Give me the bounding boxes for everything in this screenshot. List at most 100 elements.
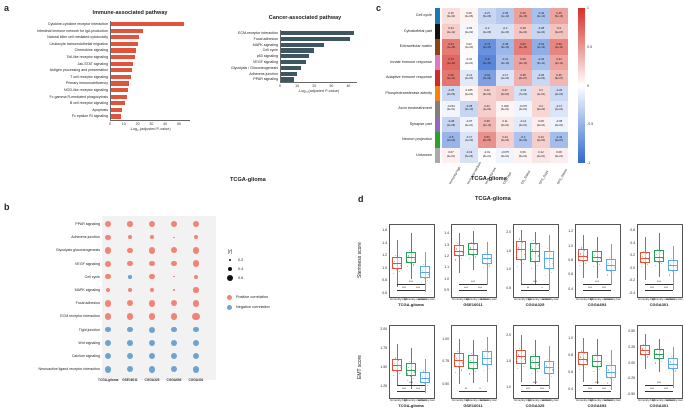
heatmap-cell: 0.24 (3e-03) (532, 132, 550, 148)
heatmap-cell-value: -0.48 (501, 41, 509, 46)
heatmap-cell-value: -0.05 (465, 26, 473, 30)
significance-bar (645, 391, 659, 392)
boxplot-point (657, 348, 659, 350)
heatmap-cell-value: -0.01 (483, 150, 491, 154)
cancer-bar (280, 48, 315, 53)
significance-bar (645, 284, 673, 285)
dot-mark (148, 365, 156, 373)
boxplot-y-tick: 1.0 (568, 335, 573, 340)
boxplot-point (463, 246, 465, 248)
boxplot-point (660, 250, 662, 252)
boxplot-point (463, 355, 465, 357)
boxplot-point (490, 260, 492, 262)
heatmap-cell: -0.19 (7e-02) (514, 85, 532, 101)
heatmap-cell-pvalue: (4e-02) (554, 92, 564, 96)
boxplot-y-tick: 0.6 (630, 228, 635, 233)
immune-label: Fc gamma R-mediated phagocytosis (49, 94, 108, 99)
heatmap-cell: -0.17 (1e-03) (460, 132, 478, 148)
heatmap-cell: -0.28 (3e-10) (460, 101, 478, 117)
significance-label: *** (664, 286, 668, 290)
boxplot-title: CGGA693 (587, 403, 607, 408)
boxplot-x-tick: Immunity-medium (404, 297, 427, 301)
heatmap-cell: 0.45 (5e-16) (550, 8, 568, 24)
boxplot-point (661, 263, 663, 265)
boxplot-point (608, 369, 610, 371)
boxplot-point (598, 354, 600, 357)
significance-label: *** (588, 286, 592, 290)
boxplot-point (675, 272, 677, 274)
heatmap-cell-value: -0.62 (483, 72, 491, 77)
heatmap-cell-pvalue: (3e-06) (518, 139, 528, 143)
boxplot-y-tick: 1.75 (380, 345, 387, 350)
boxplot-point (598, 250, 600, 253)
heatmap-cell-value: -0.25 (447, 88, 455, 92)
boxplot-point (483, 369, 485, 371)
heatmap-cell-value: 0.45 (556, 10, 562, 15)
dot-mark (171, 247, 177, 254)
boxplot-point (428, 274, 430, 276)
heatmap-cell-pvalue: (2e-03) (500, 30, 510, 34)
significance-label: *** (526, 387, 530, 391)
heatmap-cell-value: -0.28 (465, 103, 473, 108)
boxplot-point (659, 255, 661, 258)
boxplot-point (412, 251, 414, 253)
boxplot-point (517, 256, 519, 258)
heatmap-cell-pvalue: (2e-01) (554, 108, 564, 112)
boxplot-median (544, 258, 554, 259)
cancer-bar (280, 65, 301, 70)
heatmap-col-label: OS_Status (520, 169, 532, 185)
cancer-label: Focal adhesion (253, 36, 278, 41)
heatmap-row-label: Cytoskeletal part (403, 28, 432, 33)
heatmap-cell: 0.07 (2e-01) (442, 147, 460, 163)
heatmap-cell-value: 0.06 (520, 150, 526, 154)
boxplot-title: CGGA325 (525, 403, 545, 408)
boxplot-point (599, 369, 601, 371)
heatmap-cell-value: -0.5 (448, 134, 454, 139)
heatmap-cell-pvalue: (8e-01) (482, 154, 492, 158)
boxplot-point (613, 272, 615, 274)
boxplot-point (401, 361, 403, 363)
boxplot-title: GSE16011 (463, 302, 483, 307)
boxplot-box (654, 349, 664, 360)
boxplot-frame (637, 325, 683, 399)
dot-col-label: CGGA693 (166, 378, 182, 383)
dot-row-label: Cell cycle (84, 274, 100, 279)
boxplot-y-tick: 1.0 (506, 384, 511, 389)
boxplot-point (523, 365, 525, 367)
heatmap-cell-pvalue: (4e-12) (554, 61, 564, 65)
heatmap-cell-pvalue: (5e-11) (536, 61, 546, 65)
boxplot-point (593, 365, 595, 367)
immune-bar (110, 114, 122, 119)
boxplot-point (485, 349, 487, 351)
boxplot-point (580, 253, 582, 255)
boxplot-y-tick: 2.0 (506, 229, 511, 234)
boxplot-point (413, 377, 415, 379)
heatmap-cell-pvalue: (3e-01) (446, 108, 456, 112)
boxplot-point (676, 267, 678, 269)
boxplot-point (600, 363, 602, 365)
heatmap-cell-value: -0.28 (447, 119, 455, 123)
dot-row-label: PPAR signaling (75, 222, 100, 226)
significance-bar (583, 284, 611, 285)
boxplot-y-tick: 2.00 (380, 326, 387, 331)
cancer-label: ECM-receptor interaction (238, 31, 278, 35)
boxplot-box (592, 250, 602, 263)
boxplot-point (429, 374, 431, 376)
boxplot-title: CGGA693 (587, 302, 607, 307)
heatmap-cell-pvalue: (3e-07) (554, 30, 564, 34)
immune-chart-title: Immune-associated pathway (92, 10, 168, 16)
heatmap-cell-value: 0.24 (448, 26, 454, 30)
boxplot-y-tick: 0.00 (628, 360, 635, 365)
boxplot-x-tick: Immunity-medium (528, 297, 551, 301)
immune-x-tick: 20 (135, 121, 140, 126)
boxplot-point (646, 252, 648, 254)
heatmap-row-color (435, 101, 440, 117)
immune-bar (110, 101, 126, 106)
immune-bar (110, 68, 133, 73)
dot-mark (104, 312, 112, 320)
boxplot-point (426, 266, 428, 268)
panel-label-d: d (358, 194, 364, 204)
cancer-x-tick: 20 (312, 83, 317, 88)
boxplot-x-tick: Immunity-high (390, 398, 408, 402)
boxplot-point (586, 257, 588, 259)
